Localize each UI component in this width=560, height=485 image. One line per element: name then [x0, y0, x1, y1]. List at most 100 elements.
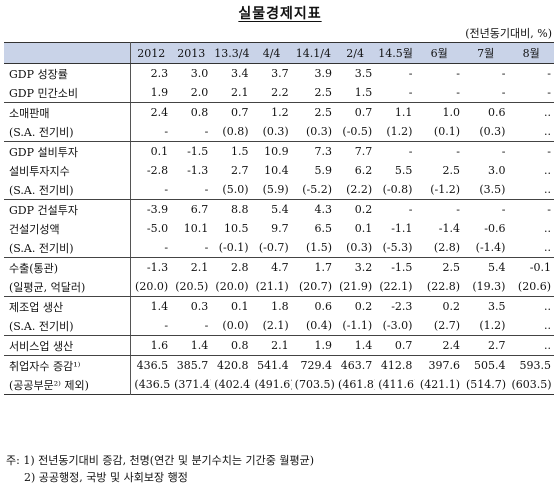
table-cell: -	[171, 180, 212, 200]
table-cell: (-0.5)	[335, 122, 376, 142]
table-cell: (0.0)	[211, 316, 252, 336]
column-header: 14.5월	[375, 42, 416, 64]
table-cell: 2.5	[291, 83, 336, 103]
table-cell: 9.7	[271, 222, 289, 235]
table-cell: 2.5	[442, 164, 461, 177]
table-cell: 1.5	[230, 145, 249, 158]
table-row: (S.A. 전기비) - - (0.8) (0.3) (0.3) (-0.5) (1.2) (0…	[4, 122, 554, 142]
table-cell: 3.9	[314, 67, 333, 80]
table-cell: 8.8	[230, 203, 249, 216]
row-label: GDP 성장률	[4, 63, 132, 83]
table-cell: 0.2	[354, 300, 373, 313]
table-cell: 5.4	[487, 261, 506, 274]
table-cell: ..	[508, 238, 554, 258]
table-row: GDP 성장률 2.3 3.0 3.4 3.7 3.9 3.5 - - - -	[4, 63, 554, 83]
row-label: (일평균, 억달러)	[4, 277, 132, 297]
table-cell: (703.5)	[294, 378, 335, 391]
table-cell: -	[463, 83, 509, 103]
table-cell: 2.1	[211, 83, 252, 103]
table-cell: (2.1)	[251, 316, 292, 336]
table-cell: -1.1	[391, 222, 413, 235]
column-header: 6월	[415, 42, 463, 64]
table-row: GDP 민간소비 1.9 2.0 2.1 2.2 2.5 1.5- - - -	[4, 83, 554, 103]
table-cell: 3.0	[190, 67, 209, 80]
table-row: (S.A. 전기비) - - (0.0) (2.1) (0.4) (-1.1) (-3.0)(…	[4, 316, 554, 336]
table-cell: 0.7	[375, 335, 416, 356]
table-cell: -3.9	[146, 203, 169, 216]
table-cell: 2.0	[171, 83, 212, 103]
table-cell: (2.2)	[335, 180, 376, 200]
table-cell: 0.8	[190, 106, 209, 119]
table-cell: 0.7	[354, 106, 373, 119]
table-cell: (-1.2)	[415, 180, 463, 200]
table-cell: (-0.8)	[375, 180, 416, 200]
table-cell: 385.7	[176, 359, 209, 372]
table-cell: 1.2	[271, 106, 289, 119]
table-cell: (411.6)	[378, 378, 416, 391]
table-cell: (20.0)	[211, 277, 252, 297]
table-cell: 0.1	[354, 222, 373, 235]
row-label: GDP 건설투자	[4, 199, 132, 219]
table-cell: (2.8)	[415, 238, 463, 258]
table-cell: (21.1)	[251, 277, 292, 297]
table-cell: ..	[508, 335, 554, 356]
table-cell: 3.5	[487, 300, 506, 313]
table-cell: -1.4	[438, 222, 460, 235]
table-cell: ..	[544, 300, 551, 313]
table-cell: (421.1)	[419, 378, 460, 391]
economic-indicators-table: 2012 2013 13.3/4 4/4 14.1/4 2/4 14.5월 6월…	[4, 42, 554, 395]
table-cell: 0.6	[487, 106, 506, 119]
table-cell: 3.0	[487, 164, 506, 177]
table-cell: 7.7	[354, 145, 373, 158]
table-cell: 397.6	[428, 359, 461, 372]
table-row: 수출(통관) -1.3 2.1 2.8 4.7 1.7 3.2 -1.5 2.5 5.4 -0.1	[4, 257, 554, 277]
table-cell: 3.5	[354, 67, 373, 80]
table-cell: (371.4)	[174, 378, 212, 391]
table-cell: 2.4	[150, 106, 169, 119]
column-header: 8월	[508, 42, 554, 64]
table-cell: (19.3)	[463, 277, 509, 297]
table-cell: ..	[508, 180, 554, 200]
table-cell: (20.6)	[508, 277, 554, 297]
row-label: 소매판매	[4, 102, 132, 122]
table-cell: -2.3	[391, 300, 413, 313]
table-cell: (0.4)	[291, 316, 336, 336]
table-cell: -	[130, 180, 172, 200]
table-cell: 6.5	[314, 222, 333, 235]
table-cell: 10.9	[264, 145, 289, 158]
table-cell: (-5.3)	[375, 238, 416, 258]
table-cell: 412.8	[380, 359, 413, 372]
table-cell: 6.7	[190, 203, 209, 216]
table-cell: -	[171, 238, 212, 258]
table-row: (S.A. 전기비) - - (5.0) (5.9) (-5.2) (2.2) (-0.8)(…	[4, 180, 554, 200]
table-cell: (491.6)	[254, 378, 292, 391]
table-cell: 2.4	[415, 335, 463, 356]
table-cell: (-0.1)	[211, 238, 252, 258]
table-cell: (514.7)	[466, 378, 507, 391]
table-cell: 4.7	[271, 261, 289, 274]
table-cell: -	[501, 145, 506, 158]
table-cell: -	[408, 203, 413, 216]
table-cell: 4.3	[314, 203, 333, 216]
table-cell: -	[375, 83, 416, 103]
table-cell: -0.6	[484, 222, 506, 235]
column-header: 13.3/4	[211, 42, 252, 64]
table-cell: (5.9)	[251, 180, 292, 200]
table-cell: -	[547, 67, 551, 80]
table-row: (공공부문²⁾ 제외) (436.5) (371.4) (402.4) (491.6)(…	[4, 375, 554, 395]
table-cell: (1.2)	[375, 122, 416, 142]
table-cell: -1.3	[187, 164, 209, 177]
row-label: GDP 민간소비	[4, 83, 132, 103]
footnote: 주: 1) 전년동기대비 증감, 천명(연간 및 분기수치는 기간중 월평균)	[6, 454, 315, 467]
table-cell: 10.5	[223, 222, 249, 235]
table-cell: 1.5	[335, 83, 376, 103]
table-cell: 1.4	[150, 300, 169, 313]
table-cell: (20.7)	[291, 277, 336, 297]
table-cell: 5.5	[394, 164, 413, 177]
table-cell: (22.1)	[375, 277, 416, 297]
header-row: 2012 2013 13.3/4 4/4 14.1/4 2/4 14.5월 6월…	[4, 42, 554, 64]
table-cell: (21.9)	[335, 277, 376, 297]
table-cell: (3.5)	[463, 180, 509, 200]
column-header: 2012	[130, 42, 172, 64]
table-cell: ..	[544, 164, 551, 177]
